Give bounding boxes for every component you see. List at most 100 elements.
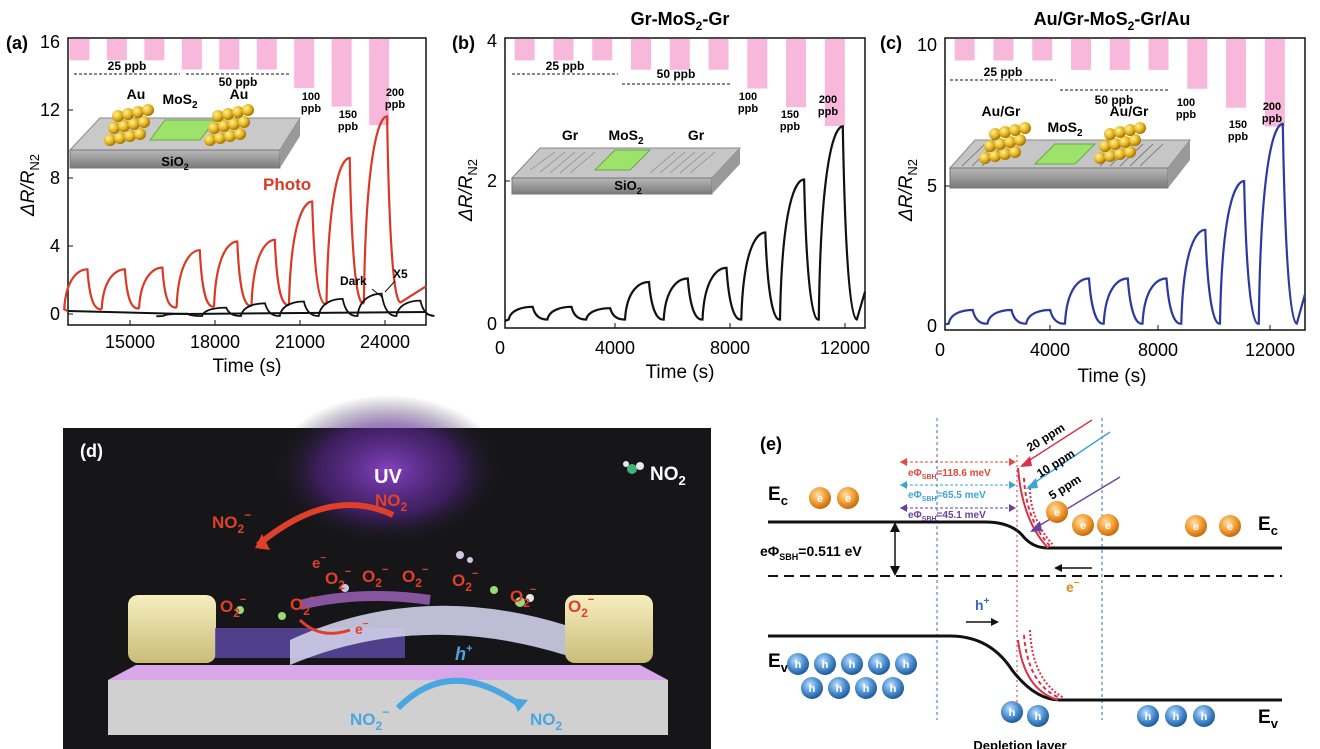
panel-e: (e) 20 ppm 10 ppm 5 ppm [760, 418, 1282, 749]
panel-c: (c) Au/Gr-MoS2-Gr/Au 0 5 10 0 4000 8000 … [880, 9, 1307, 387]
electron-particle-label: e [1054, 507, 1060, 519]
inset-c-right: Au/Gr [1110, 103, 1149, 119]
panel-c-device-inset: Au/Gr MoS2 Au/Gr [948, 103, 1192, 189]
panel-a-ylabel-main: ΔR/R [18, 170, 39, 217]
concentration-bar [592, 39, 613, 61]
electron-particles: e e e e e e e [809, 487, 1241, 537]
electron-particle-label: e [1080, 520, 1086, 532]
panel-b-title: Gr-MoS2-Gr [631, 9, 730, 33]
inset-c-left: Au/Gr [982, 103, 1021, 119]
ev-left-label: Ev [768, 651, 789, 675]
electron-particle-label: e [817, 493, 823, 505]
concentration-bar [514, 39, 535, 61]
label-100-ppb: ppb [738, 103, 758, 115]
svg-text:NO2: NO2 [530, 710, 563, 733]
panel-a-dark-baseline [67, 310, 427, 316]
right-contact-pad [565, 595, 653, 663]
panel-b: (b) Gr-MoS2-Gr 0 2 4 0 4000 8000 12000 T… [452, 9, 870, 383]
label-100-ppb: ppb [1176, 109, 1196, 121]
panel-b-y-ticks: 0 2 4 [487, 31, 510, 334]
hole-particle-label: h [1145, 711, 1152, 723]
hole-particle [787, 653, 809, 675]
panel-a-ytick-label: 4 [50, 236, 60, 256]
inset-b-mos2: MoS2 [608, 127, 644, 147]
electron-particle [1072, 514, 1094, 536]
conduction-band [768, 520, 1282, 550]
ec-right-label: Ec [1258, 514, 1278, 538]
panel-b-peaks [532, 126, 843, 309]
panel-c-concentration-bars [954, 39, 1285, 127]
panel-a-x5-label: X5 [393, 267, 408, 281]
hole-particle-label: h [809, 683, 816, 695]
hole-particle [882, 677, 904, 699]
panel-c-xtick-label: 4000 [1030, 340, 1070, 360]
panel-a-photo-series [63, 115, 427, 313]
label-200: 200 [819, 94, 837, 106]
electron-particle [809, 487, 831, 509]
sbh-main-label: eΦSBH=0.511 eV [760, 543, 862, 562]
label-100: 100 [739, 91, 757, 103]
panel-a-device-inset: Au MoS2 Au SiO2 [68, 86, 301, 172]
inset-b-gr-right: Gr [688, 127, 705, 143]
hole-particle-label: h [876, 659, 883, 671]
graphene-mesh [529, 151, 716, 174]
hole-particle-label: h [1009, 707, 1016, 719]
panel-a-ytick-label: 0 [50, 304, 60, 324]
panel-a: (a) 0 4 8 12 16 15000 18000 21000 24000 … [6, 32, 435, 377]
panel-a-photo-label: Photo [263, 175, 311, 194]
hole-particle [1137, 705, 1159, 727]
hole-particle [801, 677, 823, 699]
mos2-lattice [215, 591, 565, 665]
hole-particle [895, 653, 917, 675]
hole-particle [1165, 705, 1187, 727]
panel-a-dark-peaks [187, 293, 421, 314]
panel-c-ytick-label: 0 [927, 316, 937, 336]
concentration-bar [669, 39, 690, 70]
concentration-bar [69, 39, 90, 61]
inset-a-au-right: Au [230, 86, 249, 102]
panel-a-dark-label: Dark [340, 274, 367, 288]
concentration-bar [1187, 39, 1208, 89]
hole-particle-label: h [795, 659, 802, 671]
panel-c-ytick-label: 5 [927, 176, 937, 196]
concentration-bar [553, 39, 574, 61]
hole-particle [814, 653, 836, 675]
panel-a-photo-peaks [87, 116, 388, 270]
gold-contact-right [1094, 122, 1146, 164]
concentration-bar [954, 39, 975, 61]
hole-particles: h h h h hh h h hh h h h h [787, 653, 1215, 727]
electron-particle [1046, 501, 1068, 523]
panel-b-plot-frame [504, 37, 866, 329]
electron-particle-label: e [1227, 521, 1233, 533]
label-25-ppb: 25 ppb [108, 59, 147, 73]
hole-particle [841, 653, 863, 675]
electron-particle-label: e [845, 493, 851, 505]
label-200: 200 [1263, 101, 1281, 113]
depletion-layer-label: Depletion layer [973, 738, 1066, 749]
panel-c-series [944, 122, 1307, 326]
inset-a-au-left: Au [127, 86, 146, 102]
concentration-bar [1032, 39, 1053, 61]
panel-a-ytick-label: 16 [40, 32, 60, 52]
concentration-bar [786, 39, 807, 108]
hole-particle-label: h [1173, 711, 1180, 723]
concentration-bar [1264, 39, 1285, 127]
band-bending-curves [1017, 467, 1065, 701]
inset-a-mos2: MoS2 [162, 91, 198, 111]
label-25-ppb: 25 ppb [984, 65, 1023, 79]
panel-a-x-ticks: 15000 18000 21000 24000 [105, 320, 410, 352]
concentration-bar [708, 39, 729, 70]
ev-right-label: Ev [1258, 707, 1279, 731]
label-200-ppb: ppb [385, 99, 405, 111]
panel-a-xtick-label: 15000 [105, 332, 155, 352]
concentration-bar [181, 39, 202, 70]
panel-a-xtick-label: 21000 [275, 332, 325, 352]
label-150-ppb: ppb [1228, 131, 1248, 143]
label-150: 150 [1229, 119, 1247, 131]
panel-a-ytick-label: 12 [40, 100, 60, 120]
panel-a-dark-series [156, 292, 435, 318]
hole-particle-label: h [822, 659, 829, 671]
panel-d-no2-legend: NO2 [650, 464, 686, 488]
panel-b-xtick-label: 0 [495, 338, 505, 358]
electron-particle [1097, 514, 1119, 536]
